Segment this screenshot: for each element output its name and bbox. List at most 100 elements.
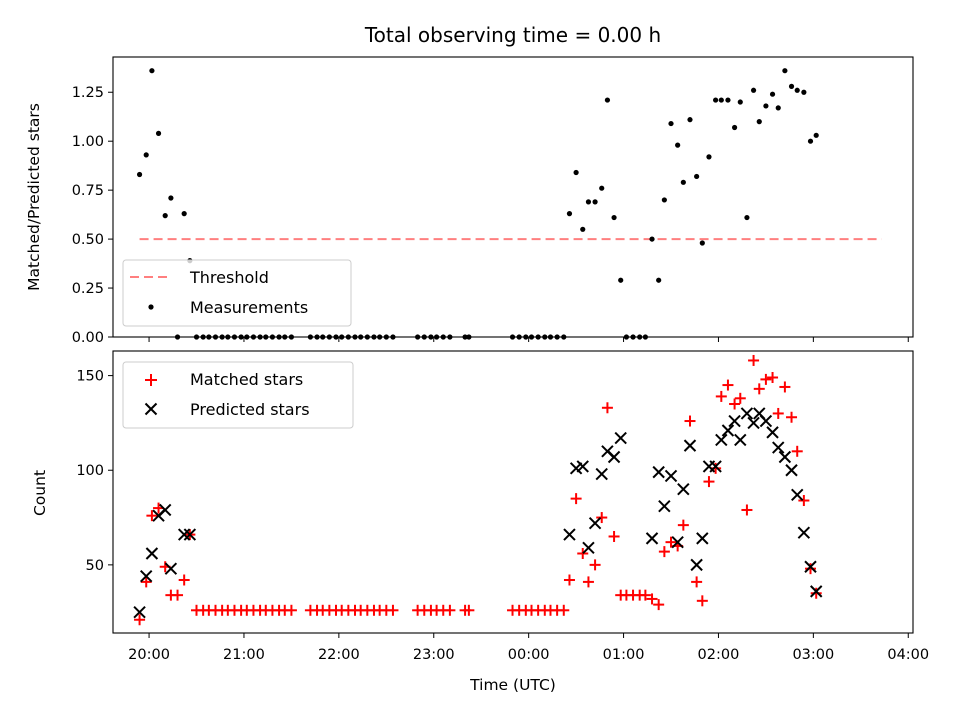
matched-star-point [798,495,810,507]
measurement-point [763,103,769,109]
matched-star-point [779,381,791,393]
top-y-tick-label: 0.75 [72,183,104,199]
predicted-star-point [658,499,671,513]
measurement-point [744,214,750,221]
matched-star-point [729,398,741,410]
measurement-point [782,68,788,74]
measurement-point [168,195,174,201]
predicted-star-point [804,560,817,573]
matched-star-point [444,604,456,616]
legend-matched-swatch [145,374,157,386]
measurement-point [699,240,705,246]
predicted-star-point [696,532,709,545]
measurement-point [604,97,611,103]
measurement-point [585,199,592,205]
top-y-tick-label: 0.50 [72,232,104,248]
measurement-point [155,130,162,136]
measurement-point [143,152,149,158]
matched-star-point [715,390,727,402]
measurement-point [731,124,738,131]
top-ticks: 0.00 0.25 0.50 0.75 1.00 1.25 [72,85,909,346]
predicted-star-point [772,441,785,454]
matched-star-point [577,548,589,560]
predicted-star-point [177,528,191,541]
predicted-star-point [791,488,804,502]
predicted-star-point [588,517,602,530]
top-plot-frame [112,56,914,338]
matched-star-point [658,546,670,558]
matched-star-point [722,379,734,391]
top-plot-area [136,68,882,340]
top-chart-title: Total observing time = 0.00 h [364,23,661,47]
matched-star-point [684,415,696,427]
predicted-star-point [690,558,703,572]
matched-star-point [589,559,601,571]
matched-star-point [596,512,608,524]
bottom-plot-frame [112,350,914,634]
bottom-x-tick-label: 20:00 [128,647,170,663]
legend-matched-label: Matched stars [190,370,303,389]
measurement-point [162,213,168,219]
matched-star-point [734,392,746,404]
predicted-star-point [677,482,690,496]
measurement-point [750,87,757,93]
predicted-star-point [671,535,684,549]
top-panel: Total observing time = 0.00 h Matched/Pr… [25,23,914,346]
matched-star-point [582,576,594,588]
measurement-point [687,117,693,123]
matched-star-point [608,530,620,542]
measurement-point [611,214,617,221]
legend-predicted-swatch [144,402,158,416]
bottom-x-tick-label: 04:00 [887,647,929,663]
top-y-tick-label: 0.00 [72,330,104,346]
bottom-x-tick-label: 00:00 [508,647,550,663]
predicted-star-point [645,532,659,545]
bottom-plot-area [133,354,823,626]
predicted-star-point [183,528,197,541]
predicted-star-point [747,416,760,430]
bottom-panel: Count Time (UTC) 50 100 150 20:00 21:00 22:00… [31,350,929,694]
bottom-legend-box [122,361,354,429]
measurement-point [656,277,662,283]
bottom-y-axis-label: Count [31,470,49,516]
measurement-point [618,277,624,283]
matched-star-point [810,587,822,599]
measurement-point [694,173,700,180]
measurement-point [756,119,762,125]
predicted-star-point [133,605,146,619]
measurement-point [706,154,712,160]
matched-star-point [387,604,399,616]
matched-star-point [772,407,784,419]
predicted-star-point [740,407,754,420]
matched-star-point [285,604,297,616]
top-y-tick-label: 1.25 [72,85,104,101]
predicted-star-point [140,570,153,583]
predicted-star-point [797,526,811,539]
matched-star-point [767,371,779,383]
measurement-point [769,91,776,97]
predicted-star-point [766,426,779,439]
predicted-star-point [652,465,665,479]
bottom-x-axis-label: Time (UTC) [469,676,556,694]
bottom-x-tick-label: 22:00 [318,647,360,663]
measurement-point [580,226,586,232]
matched-star-point [646,593,658,605]
matched-star-point [665,536,677,548]
predicted-star-point [728,414,741,428]
measurement-point [573,169,579,176]
measurement-point [149,68,155,74]
predicted-star-point [683,439,697,452]
bottom-y-tick-label: 100 [76,463,104,479]
predicted-star-point [715,433,728,447]
legend-measurements-label: Measurements [190,298,308,317]
measurement-point [661,197,667,203]
bottom-x-tick-label: 02:00 [698,647,740,663]
measurement-point [788,83,795,89]
predicted-star-point [607,450,621,464]
measurement-point [794,87,800,93]
predicted-star-point [582,541,595,555]
matched-star-point [760,373,772,385]
predicted-star-point [759,414,773,428]
